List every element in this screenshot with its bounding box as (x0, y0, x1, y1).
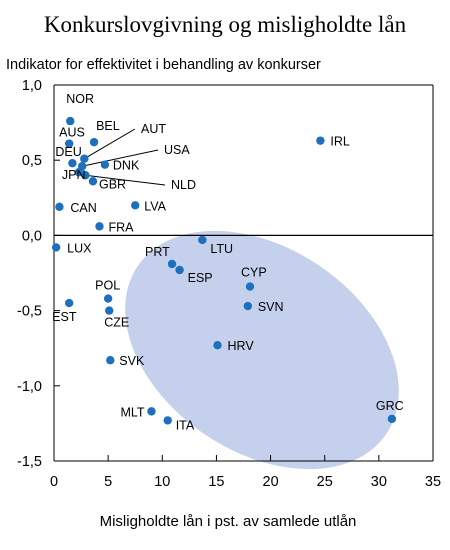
x-tick-label: 10 (154, 474, 170, 490)
point-label-cyp: CYP (241, 266, 267, 280)
y-tick-label: 0,0 (22, 228, 42, 244)
point-label-bel: BEL (96, 119, 120, 133)
point-label-irl: IRL (330, 135, 350, 149)
data-point-mlt (147, 407, 156, 416)
x-tick-label: 5 (104, 474, 112, 490)
data-point-svn (243, 301, 253, 311)
data-point-svk (106, 356, 115, 365)
x-tick-label: 15 (208, 474, 224, 490)
point-label-nor: NOR (66, 92, 94, 106)
data-point-aus (64, 139, 74, 148)
data-point-hrv (213, 340, 222, 350)
point-label-cze: CZE (104, 316, 129, 330)
data-point-dnk (100, 160, 110, 169)
data-point-grc (387, 414, 397, 424)
point-label-ita: ITA (176, 418, 195, 432)
point-label-svn: SVN (258, 300, 284, 314)
point-label-pol: POL (95, 279, 120, 293)
y-tick-label: 0,5 (22, 153, 42, 169)
data-point-bel (89, 137, 99, 147)
leader-line-nld (85, 174, 166, 186)
point-label-esp: ESP (188, 271, 213, 285)
point-label-dnk: DNK (113, 159, 140, 173)
data-point-prt (167, 259, 177, 269)
y-tick-label: -0,5 (17, 304, 42, 320)
point-label-gbr: GBR (99, 177, 126, 191)
point-label-deu: DEU (55, 145, 81, 159)
data-point-ita (163, 416, 172, 425)
x-axis-label: Misligholdte lån i pst. av samlede utlån (100, 513, 357, 530)
data-point-jpn (74, 168, 84, 177)
point-label-fra: FRA (108, 220, 134, 234)
point-label-aut: AUT (141, 122, 166, 136)
data-point-cze (105, 306, 114, 315)
y-axis-label: Indikator for effektivitet i behandling … (6, 57, 321, 73)
point-label-ltu: LTU (210, 242, 233, 256)
data-point-fra (95, 222, 104, 231)
data-point-est (64, 298, 74, 308)
data-point-esp (175, 265, 184, 275)
data-point-pol (103, 294, 113, 303)
data-point-nor (66, 116, 75, 126)
point-label-prt: PRT (145, 245, 170, 259)
point-label-jpn: JPN (62, 168, 86, 182)
point-label-usa: USA (164, 143, 190, 157)
data-point-irl (316, 136, 325, 145)
x-tick-label: 35 (425, 474, 441, 490)
point-label-nld: NLD (171, 178, 196, 192)
highlight-ellipse (125, 230, 399, 470)
leader-line-usa (82, 149, 159, 167)
data-point-lux (51, 243, 61, 252)
data-point-deu (68, 159, 77, 168)
point-label-grc: GRC (376, 399, 404, 413)
point-label-aus: AUS (59, 126, 85, 140)
point-label-lva: LVA (144, 199, 166, 213)
x-tick-label: 30 (371, 474, 387, 490)
point-label-svk: SVK (119, 354, 145, 368)
data-point-gbr (88, 177, 98, 186)
data-point-aut (80, 154, 89, 163)
chart-title: Konkurslovgivning og misligholdte lån (44, 12, 407, 37)
data-point-cyp (245, 282, 255, 291)
data-point-nld (81, 171, 90, 180)
x-tick-label: 25 (317, 474, 333, 490)
x-tick-label: 0 (50, 474, 58, 490)
y-tick-label: -1,0 (17, 379, 42, 395)
data-point-can (55, 202, 64, 212)
plot-area: 0 5 10 15 20 25 30 35 -1,5 -1,0 -0,5 0,0 0,5 1,0 NOR A… (17, 78, 441, 490)
data-point-lva (131, 201, 140, 210)
x-tick-label: 20 (263, 474, 279, 490)
y-tick-label: -1,5 (17, 454, 42, 470)
leader-line-aut (84, 128, 136, 160)
point-label-can: CAN (70, 201, 96, 215)
point-label-lux: LUX (67, 241, 92, 255)
point-label-hrv: HRV (228, 339, 255, 353)
point-label-mlt: MLT (120, 405, 144, 419)
data-point-ltu (198, 235, 207, 245)
point-label-est: EST (52, 310, 77, 324)
y-tick-label: 1,0 (22, 78, 42, 94)
